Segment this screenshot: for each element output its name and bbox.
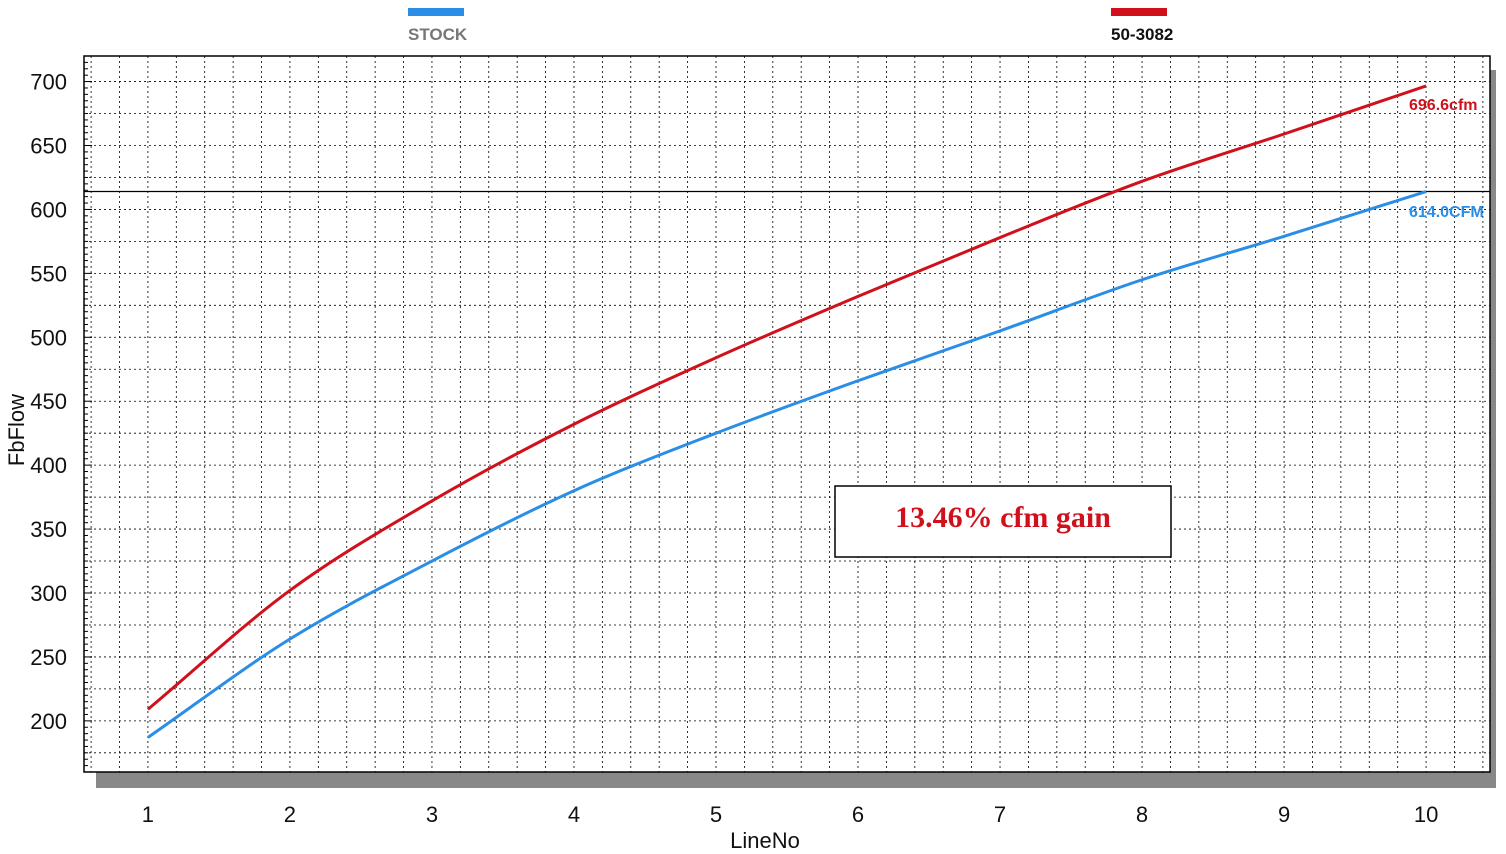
legend-label-stock: STOCK (408, 25, 468, 44)
plot-area (83, 55, 1491, 773)
x-axis-title: LineNo (730, 828, 800, 853)
annotation-box (834, 485, 1172, 558)
x-tick-label: 8 (1136, 802, 1148, 827)
x-tick-label: 7 (994, 802, 1006, 827)
y-tick-label: 450 (30, 389, 67, 414)
y-tick-label: 550 (30, 261, 67, 286)
x-axis-ticks: 1 2 3 4 5 6 7 8 9 10 (142, 802, 1439, 827)
annotation-text: 13.46% cfm gain (895, 501, 1111, 534)
x-tick-label: 3 (426, 802, 438, 827)
y-tick-label: 600 (30, 197, 67, 222)
x-tick-label: 1 (142, 802, 154, 827)
legend-swatch-stock (408, 8, 464, 16)
series-lines (146, 84, 1427, 739)
end-value-label-stock: 614.0CFM (1409, 204, 1484, 221)
legend: STOCK 50-3082 (408, 8, 1173, 44)
y-tick-label: 400 (30, 453, 67, 478)
x-tick-label: 2 (284, 802, 296, 827)
series-line-50-3082 (146, 84, 1427, 711)
y-tick-label: 250 (30, 645, 67, 670)
y-tick-label: 350 (30, 517, 67, 542)
end-value-label-50-3082: 696.6cfm (1409, 97, 1478, 114)
grid (84, 56, 1490, 772)
x-tick-label: 4 (568, 802, 580, 827)
y-axis-ticks: 200 250 300 350 400 450 500 550 600 650 700 (30, 70, 67, 734)
y-tick-label: 500 (30, 325, 67, 350)
x-tick-label: 6 (852, 802, 864, 827)
gain-annotation: 13.46% cfm gain (834, 485, 1172, 558)
y-tick-label: 700 (30, 70, 67, 95)
legend-swatch-50-3082 (1111, 8, 1167, 16)
y-tick-label: 300 (30, 581, 67, 606)
y-axis-title: FbFlow (4, 394, 29, 466)
x-tick-label: 10 (1414, 802, 1438, 827)
legend-label-50-3082: 50-3082 (1111, 25, 1173, 44)
y-tick-label: 200 (30, 709, 67, 734)
x-tick-label: 5 (710, 802, 722, 827)
series-line-stock (147, 190, 1427, 739)
x-tick-label: 9 (1278, 802, 1290, 827)
y-tick-label: 650 (30, 134, 67, 159)
